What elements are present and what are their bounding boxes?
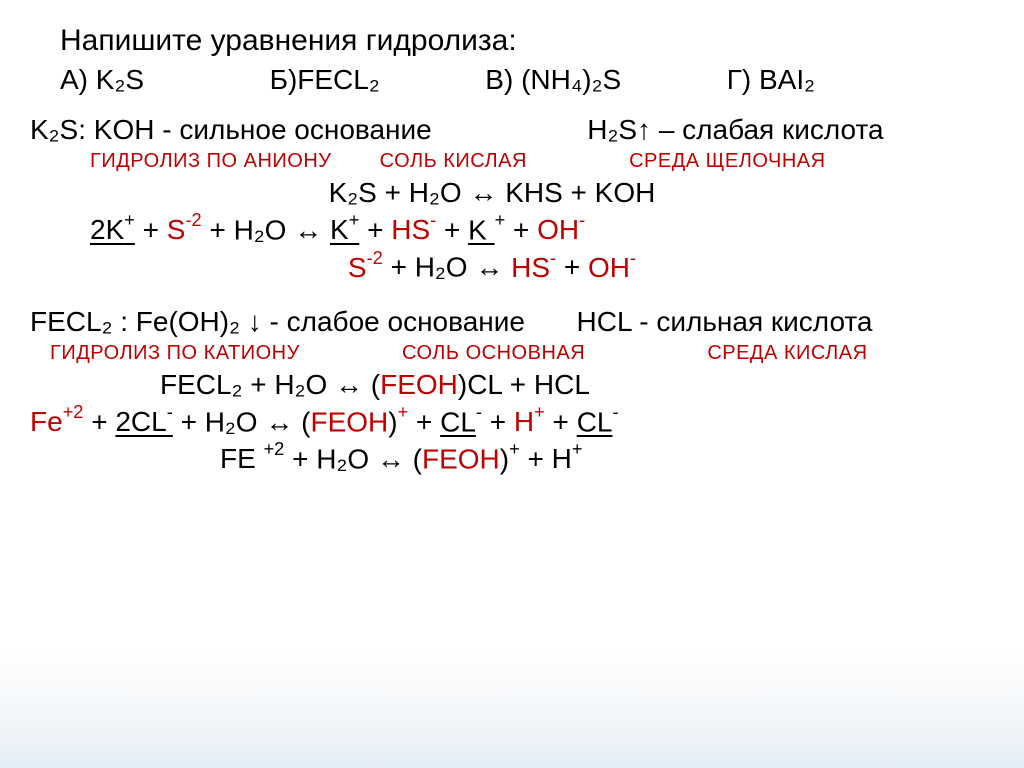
b2-red2: СОЛЬ ОСНОВНАЯ (402, 342, 585, 364)
opt-v: (NH₄)₂S (521, 64, 621, 95)
b2-eq3-f: H+ (552, 443, 583, 474)
b2-red-row: ГИДРОЛИЗ ПО КАТИОНУ СОЛЬ ОСНОВНАЯ СРЕДА … (50, 342, 984, 365)
b1-eq2-a: 2K+ (90, 214, 135, 245)
b2-desc: FECL₂ : Fe(OH)₂ ↓ - слабое основание HCL… (30, 306, 984, 338)
b1-eq2-h: + (444, 214, 468, 245)
b2-eq2-l: CL (577, 406, 613, 437)
b2-eq2: Fe+2 + 2CL- + H₂O ↔ (FEOH)+ + CL- + H+ +… (30, 405, 984, 438)
b2-eq3: FE +2 + H₂O ↔ (FEOH)+ + H+ (60, 442, 984, 475)
slide: Напишите уравнения гидролиза: А) K₂S Б)F… (0, 0, 1024, 768)
b1-eq1-l: K₂S + H₂O ↔ (329, 177, 506, 208)
b2-salt: FECL₂ : (30, 306, 136, 337)
b1-eq3-c: HS- (511, 252, 556, 283)
opt-g-prefix: Г) (727, 64, 759, 95)
b1-eq1: K₂S + H₂O ↔ KHS + KOH (60, 177, 984, 209)
b1-red1: ГИДРОЛИЗ ПО АНИОНУ (90, 150, 331, 172)
b2-acid-t: - сильная кислота (639, 306, 872, 337)
b2-base-f: Fe(OH)₂ ↓ (136, 306, 262, 337)
opt-a: K₂S (96, 64, 144, 95)
b1-acid-t: – слабая кислота (659, 114, 884, 145)
b1-eq3-a: S-2 (348, 252, 383, 283)
b2-eq2-e: FEOH (310, 406, 388, 437)
b2-eq2-b: + (91, 406, 115, 437)
b1-red3: СРЕДА ЩЕЛОЧНАЯ (629, 150, 825, 172)
b1-acid-f: H₂S↑ (587, 114, 651, 145)
b1-eq2-c: S-2 (167, 214, 202, 245)
b2-eq3-d: ) (500, 443, 509, 474)
b1-eq2-b: + (143, 214, 167, 245)
b2-eq2-c: 2CL- (115, 406, 172, 437)
b1-eq2-k: OH- (537, 214, 585, 245)
b1-eq3-b: + H₂O ↔ (391, 252, 512, 283)
b2-eq2-k: + (553, 406, 577, 437)
b2-eq1-c: )CL + HCL (458, 369, 590, 400)
b1-eq2-j: + (513, 214, 537, 245)
b2-eq3-e: + (528, 443, 552, 474)
b2-eq1: FECL₂ + H₂O ↔ (FEOH)CL + HCL (60, 369, 984, 401)
task-title: Напишите уравнения гидролиза: (60, 24, 984, 58)
b2-eq2-d: + H₂O ↔ ( (181, 406, 311, 437)
b1-eq1-r: KHS + KOH (505, 177, 655, 208)
opt-b-prefix: Б) (270, 64, 298, 95)
b1-eq2-i: K (468, 214, 494, 245)
b1-salt: K₂S: (30, 114, 94, 145)
b2-eq2-fs: + (398, 402, 409, 422)
b2-eq3-c: FEOH (422, 443, 500, 474)
b1-red-row: ГИДРОЛИЗ ПО АНИОНУ СОЛЬ КИСЛАЯ СРЕДА ЩЕЛ… (90, 150, 984, 173)
b2-eq2-j: H+ (514, 406, 545, 437)
b2-eq1-a: FECL₂ + H₂O ↔ ( (160, 369, 380, 400)
b2-eq3-b: + H₂O ↔ ( (292, 443, 422, 474)
opt-b: FECL₂ (297, 64, 379, 95)
b1-eq3: S-2 + H₂O ↔ HS- + OH- (60, 250, 984, 283)
b1-desc: K₂S: KOH - сильное основание H₂S↑ – слаб… (30, 114, 984, 146)
b2-base-t: - слабое основание (270, 306, 525, 337)
b1-eq3-e: OH- (588, 252, 636, 283)
b2-eq2-f: ) (388, 406, 397, 437)
b2-eq2-hs: - (476, 402, 482, 422)
b1-eq2: 2K+ + S-2 + H₂O ↔ K+ + HS- + K + + OH- (60, 213, 984, 246)
b2-eq2-ls: - (612, 402, 618, 422)
b1-eq2-d: + H₂O ↔ (209, 214, 330, 245)
b1-base: KOH - сильное основание (94, 114, 432, 145)
b2-eq2-h: CL (440, 406, 476, 437)
b2-eq3-ds: + (509, 439, 520, 459)
b1-eq2-i-sup: + (495, 210, 506, 230)
b2-acid-f: HCL (577, 306, 640, 337)
b2-eq2-i: + (490, 406, 514, 437)
b1-eq2-f: + (367, 214, 391, 245)
b2-eq1-b: FEOH (380, 369, 458, 400)
opt-a-prefix: А) (60, 64, 96, 95)
b2-red3: СРЕДА КИСЛАЯ (707, 342, 867, 364)
b2-eq2-a: Fe+2 (30, 406, 83, 437)
b2-eq3-a: FE +2 (220, 443, 284, 474)
b1-eq2-g: HS- (391, 214, 436, 245)
opt-v-prefix: В) (485, 64, 521, 95)
b2-red1: ГИДРОЛИЗ ПО КАТИОНУ (50, 342, 300, 364)
opt-g: BAI₂ (759, 64, 815, 95)
options-row: А) K₂S Б)FECL₂ В) (NH₄)₂S Г) BAI₂ (60, 64, 984, 96)
b1-red2: СОЛЬ КИСЛАЯ (380, 150, 527, 172)
b2-eq2-g: + (416, 406, 440, 437)
b1-eq3-d: + (564, 252, 588, 283)
b1-eq2-e: K+ (330, 214, 359, 245)
